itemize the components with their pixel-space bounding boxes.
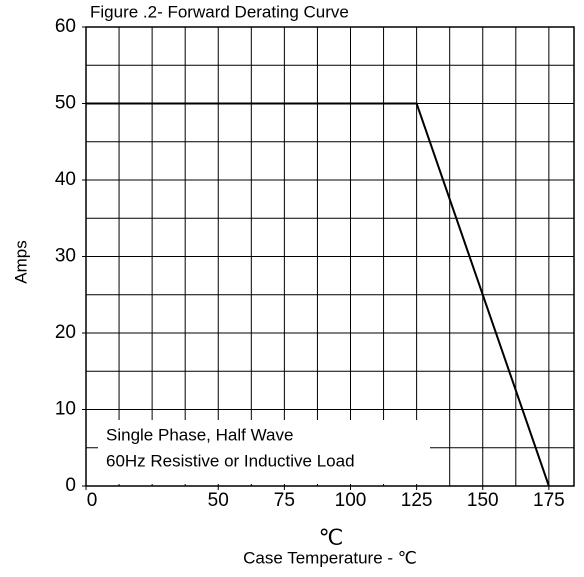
annotation: Single Phase, Half Wave	[106, 425, 293, 444]
y-tick-label: 20	[55, 322, 76, 343]
chart-title: Figure .2- Forward Derating Curve	[90, 2, 349, 21]
y-tick-label: 10	[55, 399, 76, 420]
data-line	[86, 102, 550, 487]
x-tick-label: 125	[401, 490, 433, 511]
annotation: 60Hz Resistive or Inductive Load	[106, 451, 355, 470]
x-tick-label: 175	[533, 490, 565, 511]
x-axis-label: Case Temperature - ℃	[243, 548, 417, 567]
y-tick-label: 30	[55, 246, 76, 267]
y-tick-label: 0	[65, 475, 76, 496]
x-tick-label: 0	[87, 490, 98, 511]
x-tick-label: 150	[467, 490, 499, 511]
x-tick-label: 50	[208, 490, 229, 511]
x-tick-label: 100	[335, 490, 367, 511]
y-tick-label: 40	[55, 169, 76, 190]
y-tick-label: 60	[55, 16, 76, 37]
y-axis-label: Amps	[11, 240, 30, 283]
y-tick-label: 50	[55, 93, 76, 114]
annotation-box	[98, 420, 430, 484]
x-unit-symbol: ℃	[319, 525, 344, 550]
x-tick-label: 75	[274, 490, 295, 511]
